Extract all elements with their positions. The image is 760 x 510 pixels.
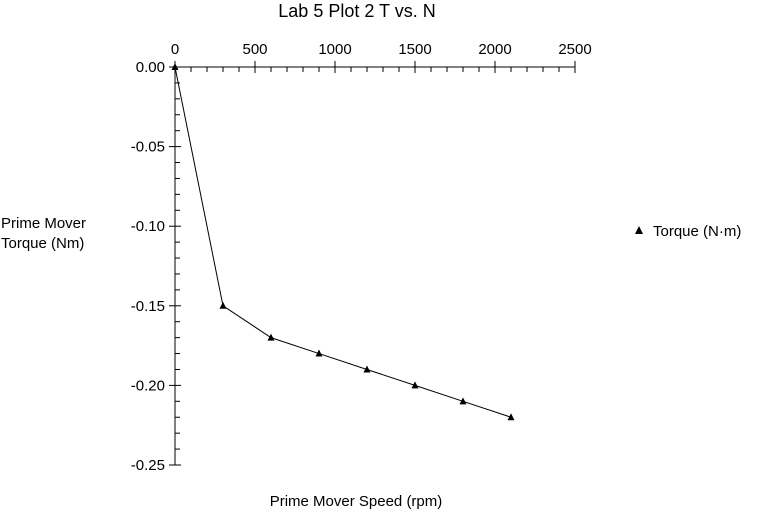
y-tick-label: -0.10 <box>131 218 165 235</box>
legend: Torque (N·m) <box>635 223 741 240</box>
axes: 0 500 1000 1500 2000 2500 0.00 -0.05 -0.10 -0.15 -… <box>131 41 592 474</box>
data-point-marker <box>507 413 515 421</box>
data-point-marker <box>267 333 275 341</box>
y-tick-label: -0.20 <box>131 377 165 394</box>
data-point-marker <box>315 349 323 357</box>
y-tick-label: -0.05 <box>131 139 165 156</box>
chart-title: Lab 5 Plot 2 T vs. N <box>278 1 435 21</box>
y-axis-label-line-2: Torque (Nm) <box>1 235 84 252</box>
data-point-marker <box>459 397 467 405</box>
x-axis-label: Prime Mover Speed (rpm) <box>270 493 443 510</box>
y-tick-label: -0.15 <box>131 298 165 315</box>
x-tick-label: 2000 <box>478 41 511 58</box>
data-point-marker <box>171 63 179 70</box>
x-tick-label: 500 <box>242 41 267 58</box>
plot-area <box>171 63 515 421</box>
legend-label-torque: Torque (N·m) <box>653 223 741 240</box>
x-tick-label: 1000 <box>318 41 351 58</box>
data-point-marker <box>411 381 419 389</box>
data-point-marker <box>363 365 371 373</box>
y-axis-label-line-1: Prime Mover <box>1 215 86 232</box>
data-point-marker <box>219 301 227 309</box>
y-tick-label: -0.25 <box>131 457 165 474</box>
x-tick-label: 1500 <box>398 41 431 58</box>
x-tick-label: 0 <box>171 41 179 58</box>
x-tick-label: 2500 <box>558 41 591 58</box>
y-tick-label: 0.00 <box>136 59 165 76</box>
legend-marker-torque <box>635 226 643 234</box>
series-line-0 <box>174 66 512 418</box>
